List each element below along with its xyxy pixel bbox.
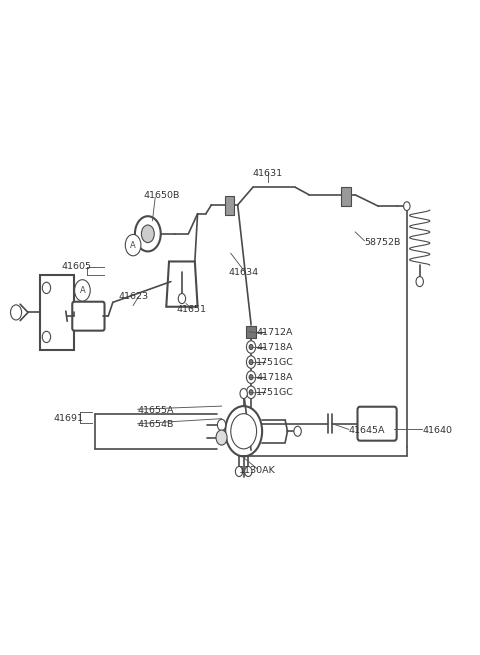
Circle shape — [135, 216, 161, 252]
Circle shape — [245, 466, 252, 477]
FancyBboxPatch shape — [358, 407, 396, 441]
Circle shape — [249, 375, 253, 380]
Circle shape — [249, 345, 253, 350]
Circle shape — [235, 466, 243, 477]
Circle shape — [42, 331, 50, 343]
Text: A: A — [130, 240, 136, 250]
Text: 41645A: 41645A — [349, 426, 385, 435]
Circle shape — [74, 280, 90, 301]
Circle shape — [42, 282, 50, 293]
Circle shape — [404, 202, 410, 210]
Text: 41655A: 41655A — [138, 406, 174, 415]
Text: 41623: 41623 — [118, 292, 148, 301]
Text: 41654B: 41654B — [138, 421, 174, 430]
Text: 1751GC: 1751GC — [256, 358, 294, 367]
Circle shape — [249, 390, 253, 395]
Text: 41605: 41605 — [61, 262, 91, 271]
Circle shape — [249, 360, 253, 365]
FancyBboxPatch shape — [72, 302, 105, 331]
Circle shape — [294, 426, 301, 436]
Circle shape — [142, 225, 154, 242]
Circle shape — [216, 430, 227, 445]
Circle shape — [125, 234, 141, 256]
Text: 41650B: 41650B — [144, 191, 180, 200]
Circle shape — [217, 419, 226, 430]
Text: 1130AK: 1130AK — [239, 466, 276, 476]
Text: 41691: 41691 — [54, 413, 84, 422]
Circle shape — [11, 305, 22, 320]
Bar — [341, 187, 350, 206]
Bar — [39, 275, 74, 350]
Circle shape — [246, 386, 256, 398]
Text: 41718A: 41718A — [256, 343, 293, 352]
Text: A: A — [80, 286, 85, 295]
Circle shape — [225, 406, 262, 457]
Circle shape — [246, 341, 256, 353]
Circle shape — [178, 293, 186, 304]
Text: 41640: 41640 — [422, 426, 452, 435]
Circle shape — [231, 414, 257, 449]
Bar — [246, 326, 256, 337]
Text: 41712A: 41712A — [256, 328, 293, 337]
Text: 58752B: 58752B — [364, 238, 401, 247]
Text: 41718A: 41718A — [256, 373, 293, 383]
Circle shape — [416, 276, 423, 287]
Text: 41651: 41651 — [177, 305, 206, 314]
Text: 1751GC: 1751GC — [256, 388, 294, 398]
Polygon shape — [166, 261, 198, 307]
Circle shape — [246, 356, 256, 368]
Circle shape — [246, 371, 256, 383]
Bar — [225, 196, 234, 215]
Text: 41631: 41631 — [252, 169, 283, 178]
Text: 41634: 41634 — [228, 268, 259, 276]
Circle shape — [240, 388, 247, 398]
